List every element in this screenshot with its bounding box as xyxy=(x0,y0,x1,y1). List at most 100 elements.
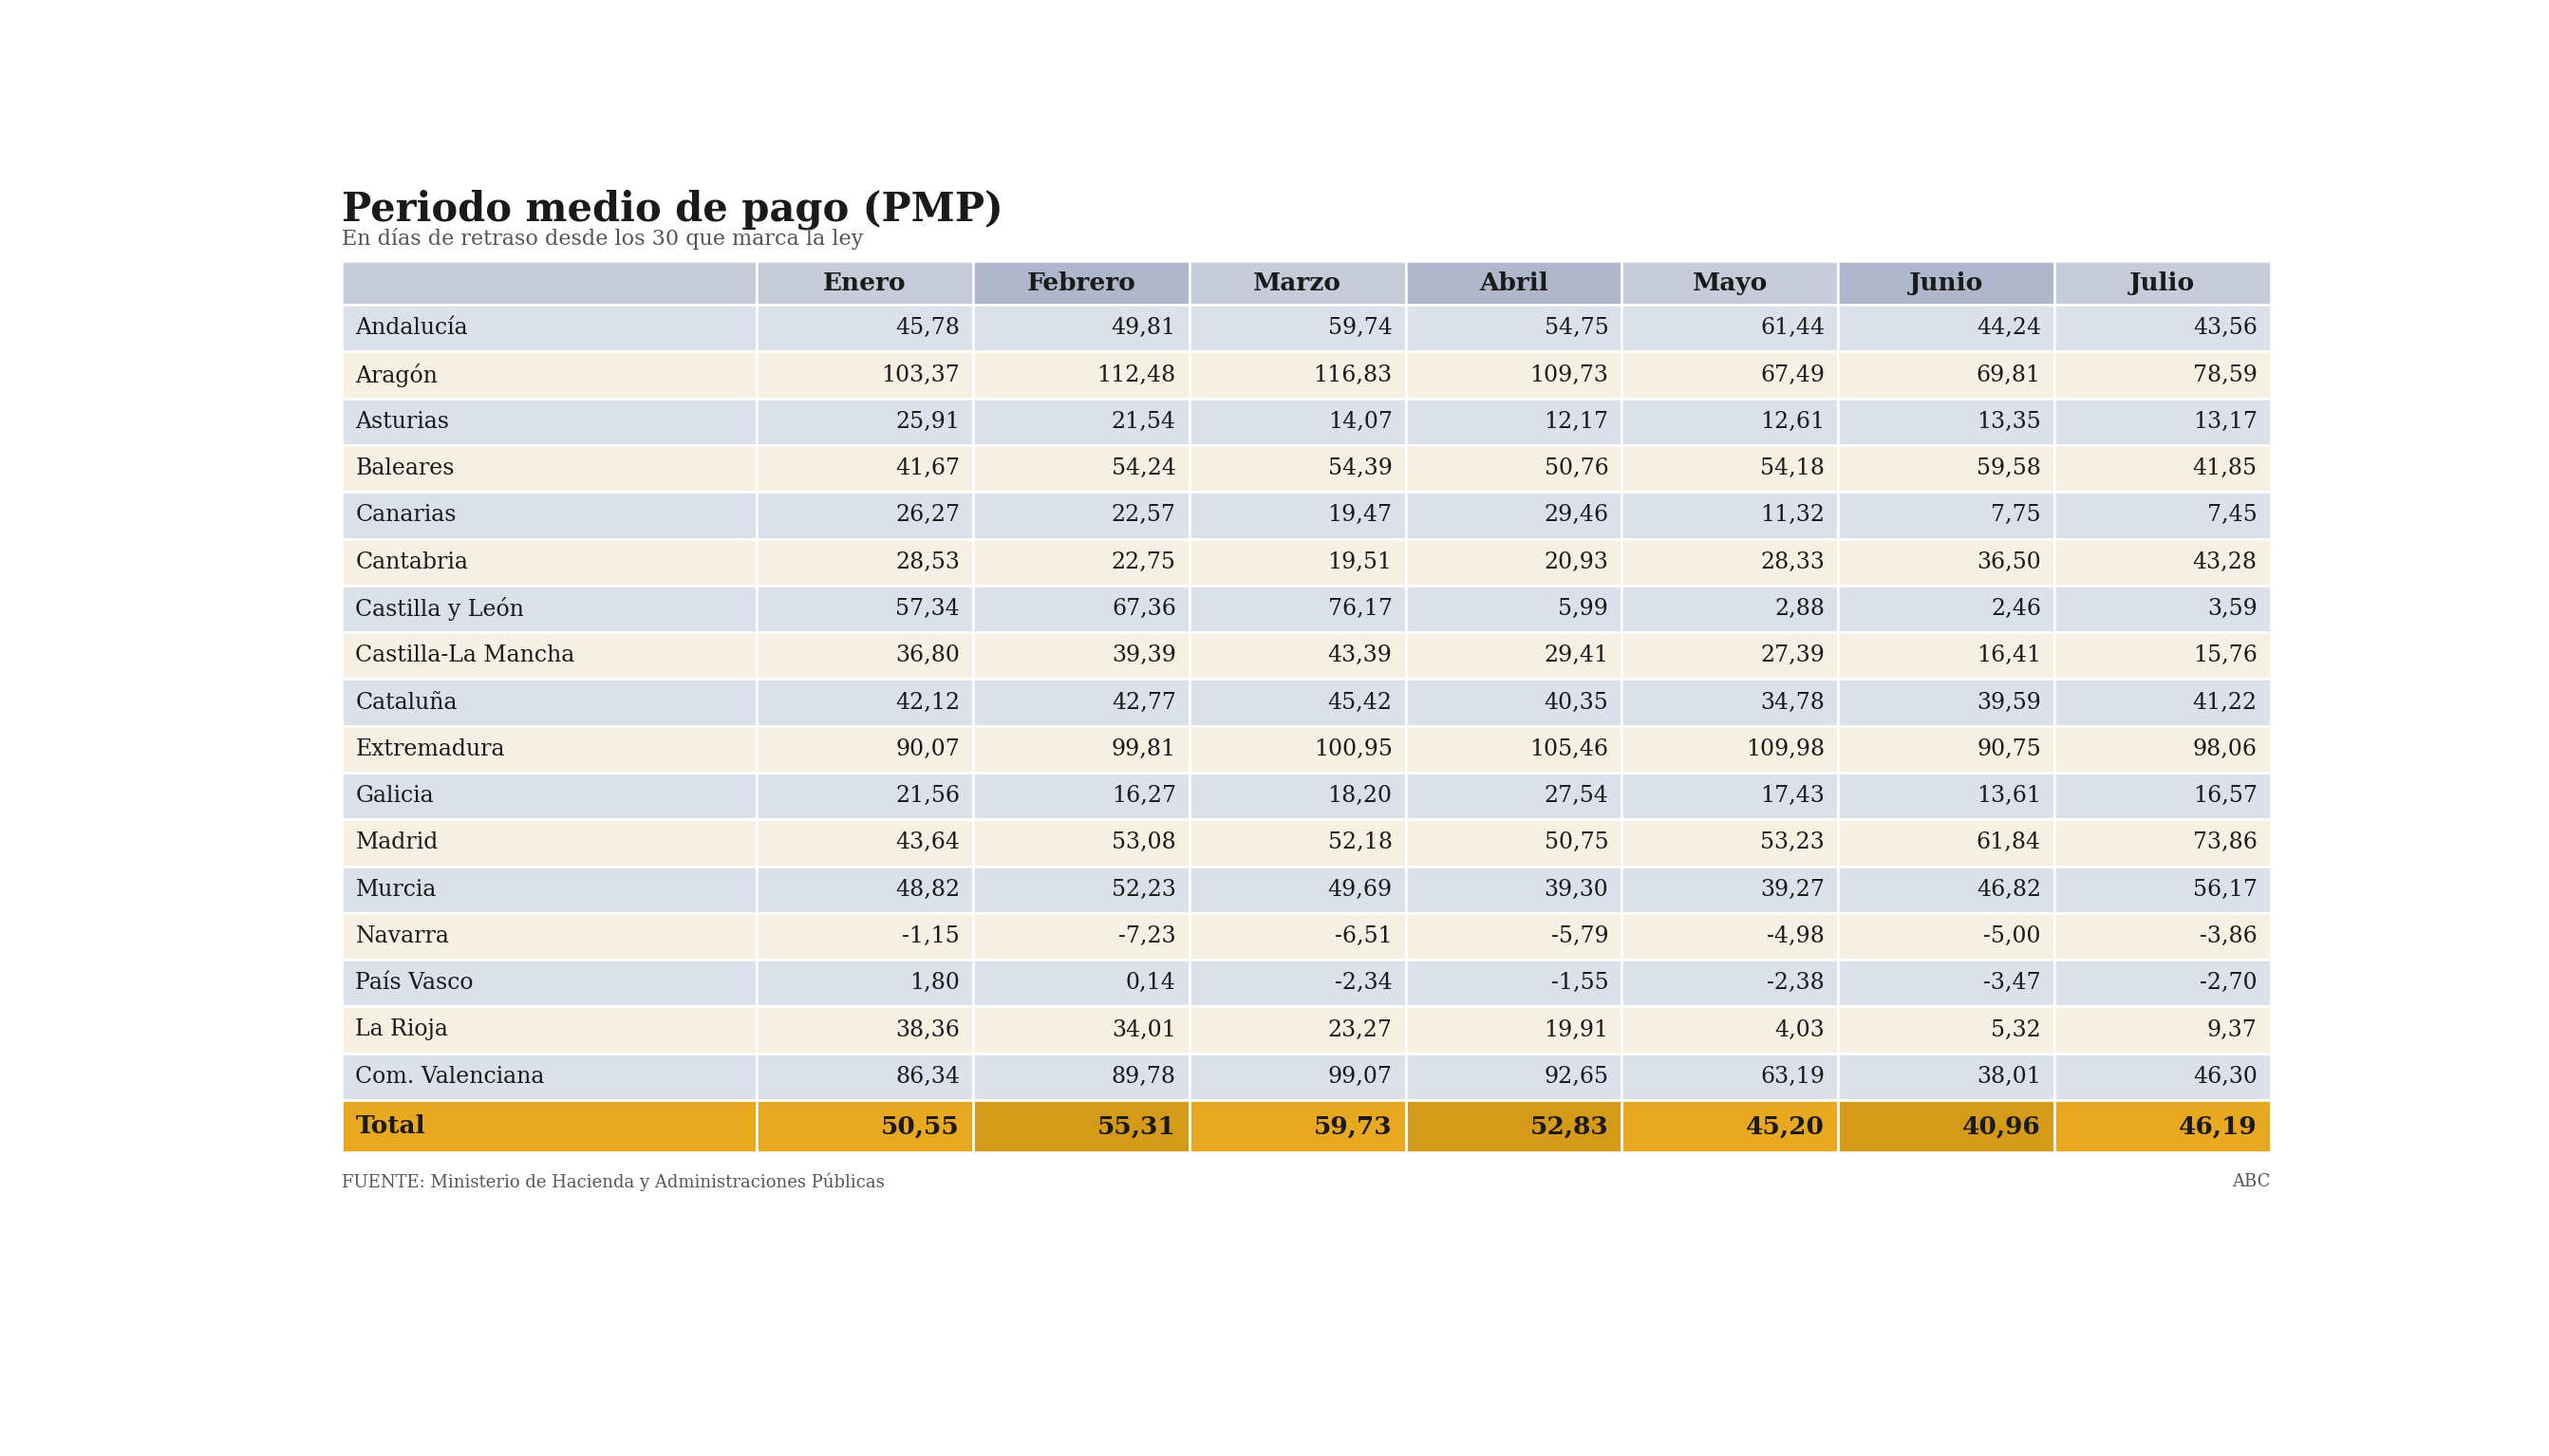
Text: 13,35: 13,35 xyxy=(1975,411,2042,432)
Text: FUENTE: Ministerio de Hacienda y Administraciones Públicas: FUENTE: Ministerio de Hacienda y Adminis… xyxy=(342,1174,885,1191)
Bar xyxy=(2054,446,2271,492)
Text: 40,96: 40,96 xyxy=(1963,1114,2042,1139)
Text: 54,75: 54,75 xyxy=(1545,317,1608,339)
Bar xyxy=(1190,632,1404,678)
Text: Julio: Julio xyxy=(2128,271,2195,294)
Bar xyxy=(342,632,757,678)
Bar xyxy=(1838,773,2054,820)
Bar xyxy=(1838,960,2054,1006)
Text: 42,77: 42,77 xyxy=(1111,692,1175,713)
Text: Aragón: Aragón xyxy=(354,363,438,387)
Text: 59,58: 59,58 xyxy=(1975,457,2042,479)
Text: 53,23: 53,23 xyxy=(1761,831,1825,853)
Text: 92,65: 92,65 xyxy=(1545,1066,1608,1088)
Bar xyxy=(757,1006,974,1053)
Text: -2,34: -2,34 xyxy=(1336,973,1392,994)
Bar xyxy=(1404,539,1621,585)
Bar xyxy=(1404,632,1621,678)
Text: Cantabria: Cantabria xyxy=(354,552,469,574)
Bar xyxy=(1621,585,1838,632)
Bar xyxy=(1621,492,1838,539)
Bar xyxy=(1621,1006,1838,1053)
Bar xyxy=(974,446,1190,492)
Bar xyxy=(342,1099,757,1153)
Bar xyxy=(1190,1099,1404,1153)
Text: 42,12: 42,12 xyxy=(895,692,961,713)
Text: En días de retraso desde los 30 que marca la ley: En días de retraso desde los 30 que marc… xyxy=(342,227,864,249)
Bar xyxy=(1838,539,2054,585)
Bar xyxy=(974,820,1190,866)
Bar xyxy=(974,725,1190,773)
Bar xyxy=(342,960,757,1006)
Bar xyxy=(974,678,1190,725)
Text: 45,78: 45,78 xyxy=(895,317,961,339)
Text: 5,32: 5,32 xyxy=(1991,1019,2042,1041)
Text: 12,17: 12,17 xyxy=(1545,411,1608,432)
Bar xyxy=(974,913,1190,960)
Text: 2,46: 2,46 xyxy=(1991,598,2042,620)
Text: 116,83: 116,83 xyxy=(1313,364,1392,386)
Bar xyxy=(2054,1099,2271,1153)
Bar xyxy=(1838,399,2054,446)
Text: 29,46: 29,46 xyxy=(1545,504,1608,526)
Text: 105,46: 105,46 xyxy=(1529,738,1608,760)
Text: -1,15: -1,15 xyxy=(902,926,961,948)
Text: 20,93: 20,93 xyxy=(1545,552,1608,574)
Bar xyxy=(1190,351,1404,399)
Bar xyxy=(974,1099,1190,1153)
Bar xyxy=(757,1099,974,1153)
Bar xyxy=(974,1053,1190,1099)
Bar xyxy=(2054,1006,2271,1053)
Bar xyxy=(1404,773,1621,820)
Bar xyxy=(1838,1099,2054,1153)
Bar xyxy=(1838,351,2054,399)
Text: -7,23: -7,23 xyxy=(1119,926,1175,948)
Text: 52,83: 52,83 xyxy=(1529,1114,1608,1139)
Text: 99,07: 99,07 xyxy=(1328,1066,1392,1088)
Bar xyxy=(1838,725,2054,773)
Text: 43,56: 43,56 xyxy=(2192,317,2258,339)
Text: Navarra: Navarra xyxy=(354,926,449,948)
Bar xyxy=(1621,304,1838,351)
Text: 39,30: 39,30 xyxy=(1545,878,1608,900)
Bar xyxy=(1404,399,1621,446)
Text: 34,01: 34,01 xyxy=(1111,1019,1175,1041)
Bar xyxy=(1621,773,1838,820)
Text: 55,31: 55,31 xyxy=(1099,1114,1175,1139)
Text: 54,18: 54,18 xyxy=(1761,457,1825,479)
Text: 28,33: 28,33 xyxy=(1761,552,1825,574)
Text: 90,07: 90,07 xyxy=(895,738,961,760)
Bar xyxy=(1404,1053,1621,1099)
Bar xyxy=(342,492,757,539)
Bar xyxy=(974,261,1190,304)
Text: Junio: Junio xyxy=(1909,271,1983,294)
Bar xyxy=(1404,1099,1621,1153)
Text: Galicia: Galicia xyxy=(354,785,433,807)
Text: 28,53: 28,53 xyxy=(895,552,961,574)
Text: 59,74: 59,74 xyxy=(1328,317,1392,339)
Bar xyxy=(342,913,757,960)
Text: 109,98: 109,98 xyxy=(1746,738,1825,760)
Text: -5,00: -5,00 xyxy=(1983,926,2042,948)
Text: 98,06: 98,06 xyxy=(2192,738,2258,760)
Bar xyxy=(1404,960,1621,1006)
Text: -4,98: -4,98 xyxy=(1766,926,1825,948)
Text: 50,76: 50,76 xyxy=(1545,457,1608,479)
Text: 14,07: 14,07 xyxy=(1328,411,1392,432)
Bar xyxy=(974,399,1190,446)
Bar xyxy=(1404,492,1621,539)
Text: 89,78: 89,78 xyxy=(1111,1066,1175,1088)
Text: 19,91: 19,91 xyxy=(1545,1019,1608,1041)
Bar xyxy=(1838,866,2054,913)
Bar xyxy=(757,304,974,351)
Bar xyxy=(974,539,1190,585)
Bar xyxy=(757,446,974,492)
Bar xyxy=(2054,960,2271,1006)
Text: 49,81: 49,81 xyxy=(1111,317,1175,339)
Bar xyxy=(342,820,757,866)
Text: 25,91: 25,91 xyxy=(895,411,961,432)
Bar xyxy=(1621,1053,1838,1099)
Text: 18,20: 18,20 xyxy=(1328,785,1392,807)
Bar xyxy=(757,773,974,820)
Bar xyxy=(1838,1053,2054,1099)
